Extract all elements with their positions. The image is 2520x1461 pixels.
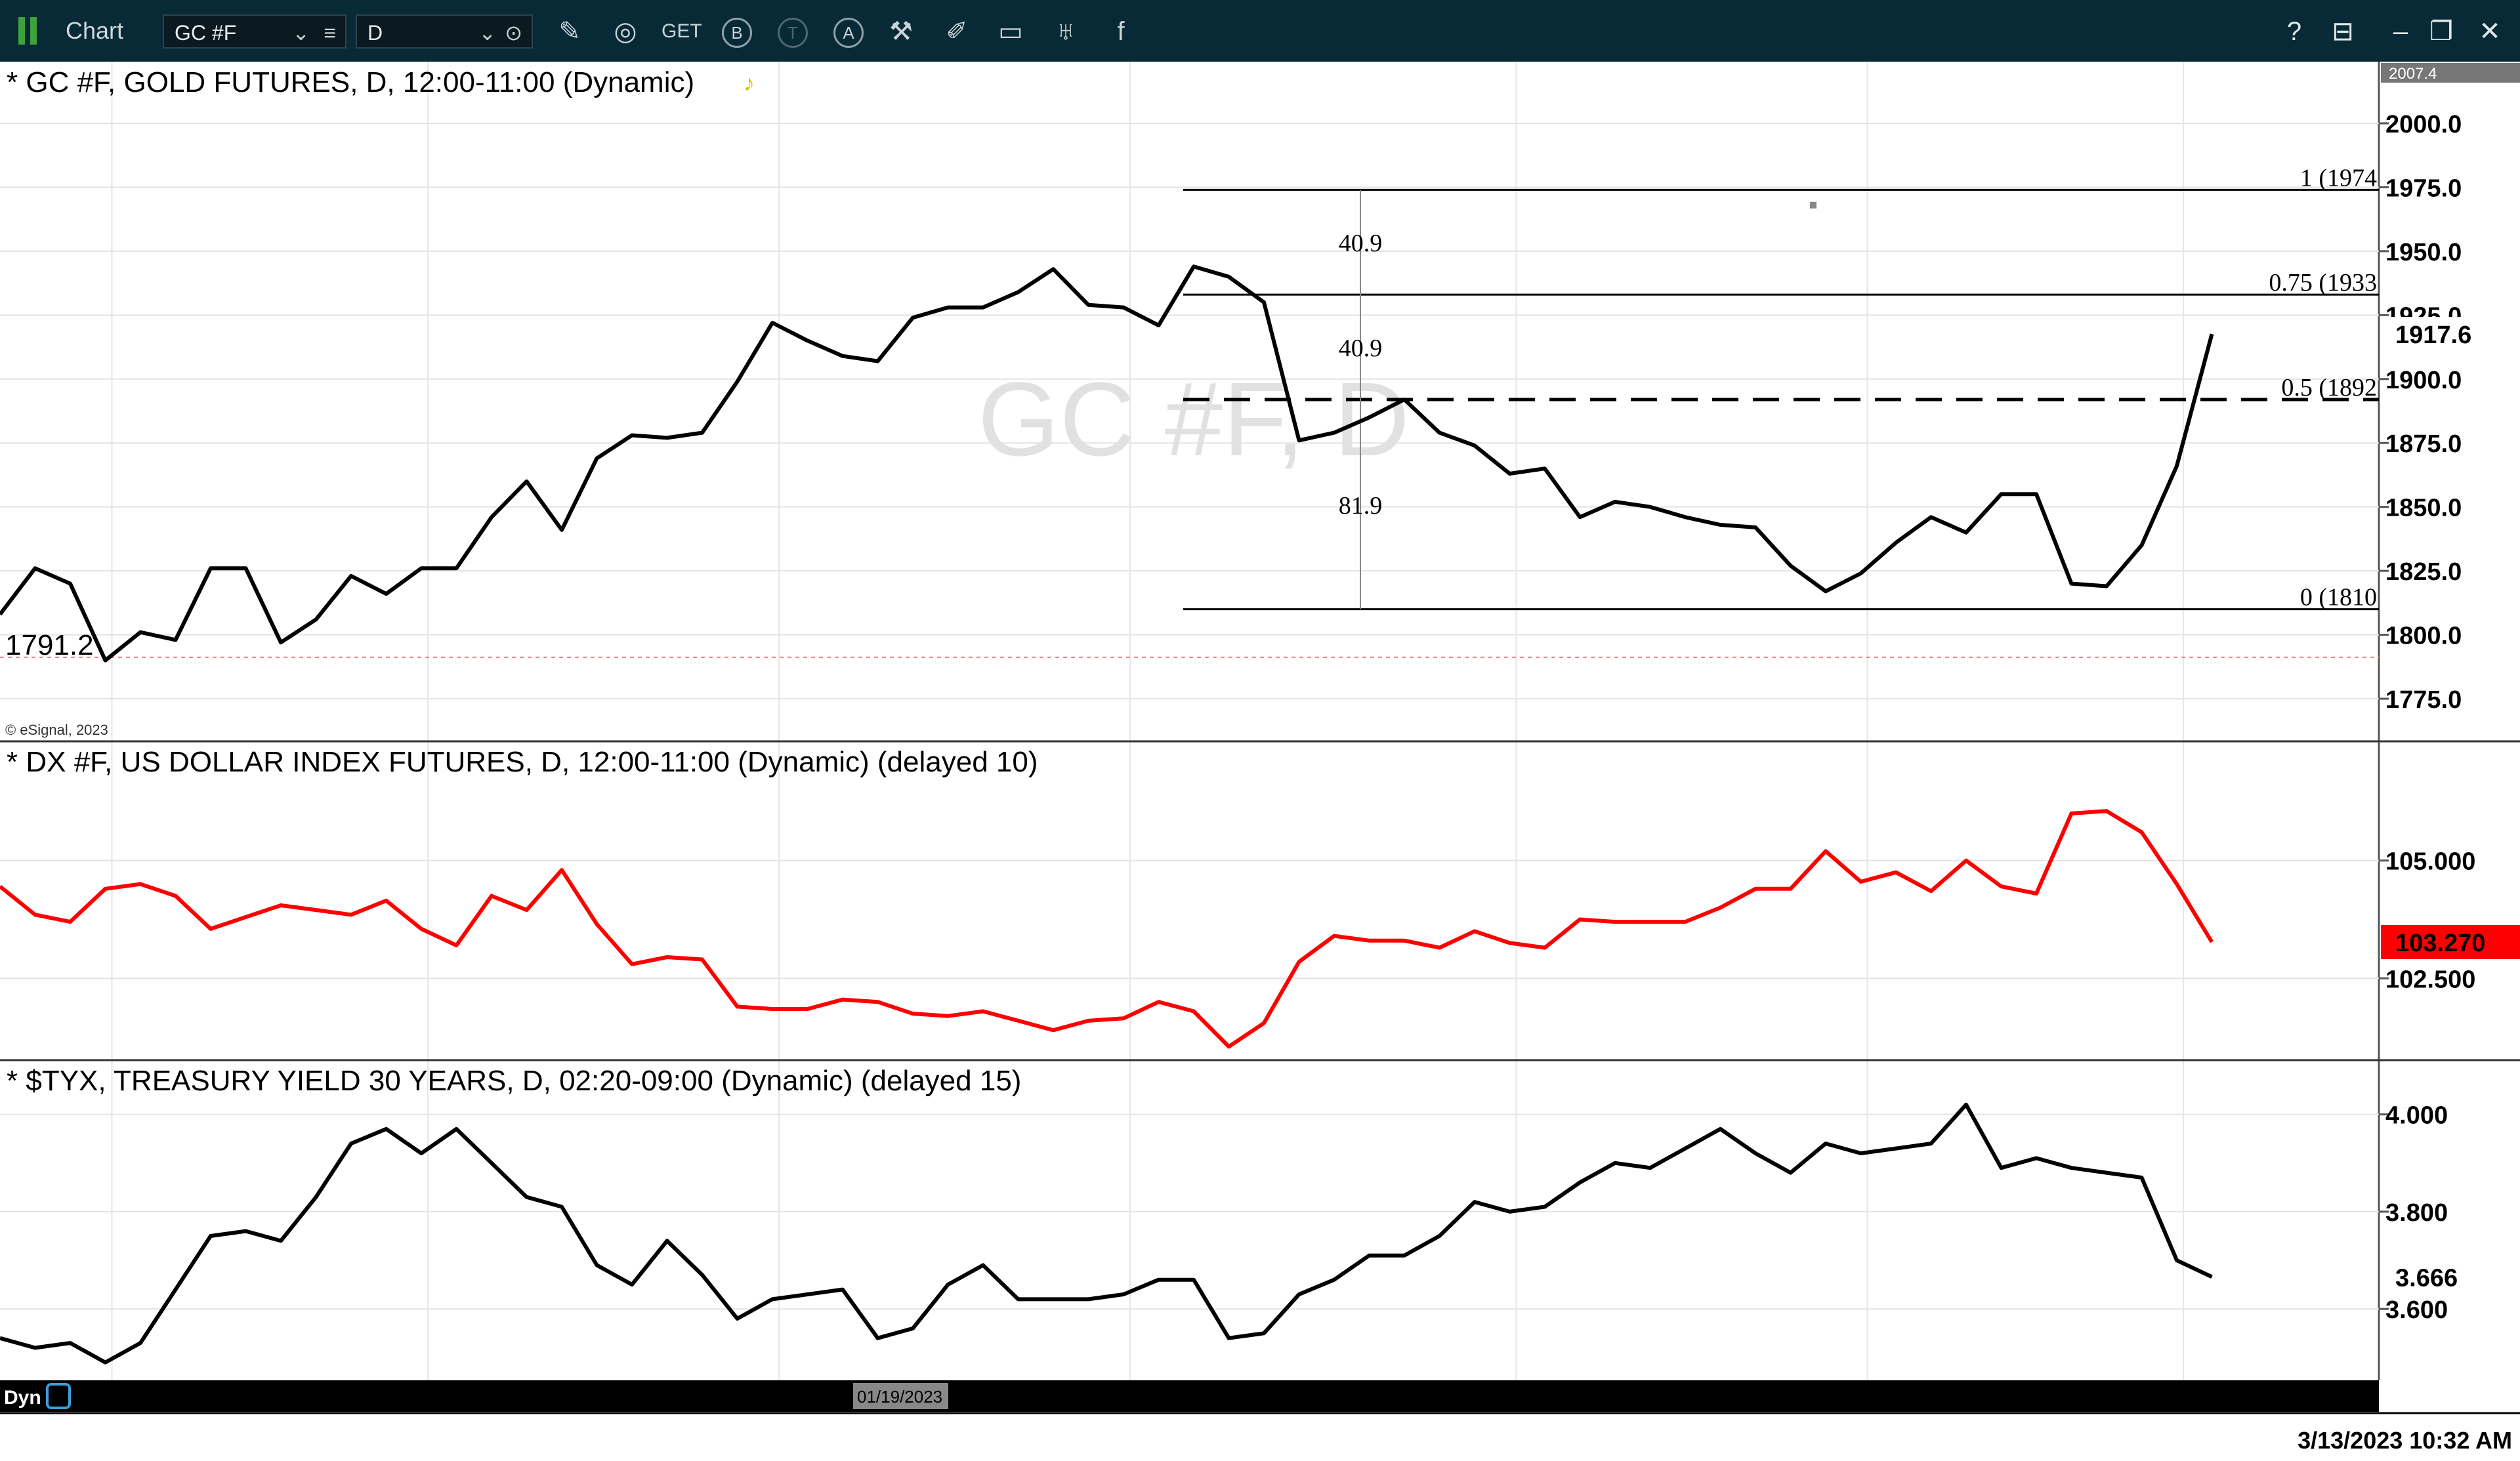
y-tick-label: 1950.0 xyxy=(2385,239,2462,266)
y-tick-label: 1850.0 xyxy=(2385,495,2462,522)
price-axis-background xyxy=(2379,62,2520,1380)
interval-clock-icon[interactable]: ⊙ xyxy=(505,21,522,45)
last-value-badge xyxy=(2381,1260,2520,1294)
save-icon[interactable]: ⊟ xyxy=(2332,17,2354,46)
y-tick-label: 2000.0 xyxy=(2385,111,2462,138)
tools-icon[interactable]: ⚒ xyxy=(889,17,913,46)
last-value-label: 103.270 xyxy=(2395,930,2485,957)
edit-icon[interactable]: ✐ xyxy=(946,17,968,46)
copyright-text: © eSignal, 2023 xyxy=(5,722,108,738)
restore-icon[interactable]: ❐ xyxy=(2429,17,2453,46)
last-value-badges: 1917.6 103.270 3.666 xyxy=(2381,317,2520,1294)
dollar-panel-title: * DX #F, US DOLLAR INDEX FUTURES, D, 12:… xyxy=(7,746,1038,778)
interval-value: D xyxy=(368,21,383,45)
top-label-badge xyxy=(2381,63,2520,83)
a-icon[interactable]: A xyxy=(833,18,864,48)
x-tick-label: 16 xyxy=(1502,1382,1530,1410)
left-value-label: 1791.2 xyxy=(5,629,94,661)
y-tick-label: 1875.0 xyxy=(2385,430,2462,458)
b-icon[interactable]: B xyxy=(722,18,752,48)
lock-icon[interactable] xyxy=(46,1383,71,1409)
interval-select[interactable]: D ⌄ ⊙ xyxy=(356,14,533,49)
y-tick-label: 105.000 xyxy=(2385,848,2475,876)
fib-level-label: 0.75 (1933 xyxy=(2269,269,2377,297)
dollar-index-line[interactable] xyxy=(0,809,2214,1049)
fibonacci-retracement[interactable]: 1 (1974 0.75 (1933 0.5 (1892 0 (1810 40.9 40.… xyxy=(1183,164,2379,611)
x-tick-label: 16 xyxy=(98,1382,125,1410)
chart-svg[interactable]: GC #F, D 2007.4 1 (1974 0.75 (1933 0.5 (18… xyxy=(0,62,2520,1458)
y-tick-label: 3.800 xyxy=(2385,1199,2448,1227)
fib-segment-label: 40.9 xyxy=(1339,230,1383,257)
x-tick-label: 16 xyxy=(765,1382,793,1410)
last-value-badge xyxy=(2381,924,2520,959)
x-tick-label: Mar xyxy=(1845,1382,1890,1410)
status-bar xyxy=(0,1412,2520,1458)
app-title: Chart xyxy=(66,17,124,44)
y-tick-label: 1775.0 xyxy=(2385,686,2462,714)
fib-level-label: 0 (1810 xyxy=(2300,584,2377,611)
chart-icon[interactable]: ◎ xyxy=(614,17,637,46)
fib-segment-label: 40.9 xyxy=(1339,335,1383,362)
drag-handle-icon-2[interactable] xyxy=(30,17,37,45)
pencil-icon[interactable]: ✎ xyxy=(558,17,581,46)
minimize-icon[interactable]: – xyxy=(2393,17,2408,46)
y-tick-label: 1900.0 xyxy=(2385,367,2462,394)
date-axis-bar[interactable] xyxy=(0,1380,2379,1412)
anchor-point[interactable] xyxy=(1810,201,1816,209)
y-tick-label: 1825.0 xyxy=(2385,558,2462,586)
symbol-value: GC #F xyxy=(175,21,237,45)
t-icon[interactable]: T xyxy=(778,18,808,48)
bell-icon[interactable]: ♪ xyxy=(744,71,755,96)
gold-price-line[interactable] xyxy=(0,264,2214,663)
symbol-input[interactable]: GC #F ⌄ ≡ xyxy=(163,14,346,49)
twitter-icon[interactable]: ♅ xyxy=(1056,17,1076,46)
top-label: 2007.4 xyxy=(2389,65,2437,83)
facebook-icon[interactable]: f xyxy=(1117,17,1125,46)
status-datetime: 3/13/2023 10:32 AM xyxy=(2298,1427,2512,1454)
interval-chevron-icon[interactable]: ⌄ xyxy=(478,21,496,45)
y-tick-label: 3.600 xyxy=(2385,1296,2448,1324)
last-value-badge xyxy=(2381,317,2520,352)
title-bar: Chart GC #F ⌄ ≡ D ⌄ ⊙ ✎ ◎ GET B T A ⚒ ✐ … xyxy=(0,0,2520,62)
gold-panel-title: * GC #F, GOLD FUTURES, D, 12:00-11:00 (D… xyxy=(7,66,694,98)
chart-area[interactable]: GC #F, D 2007.4 1 (1974 0.75 (1933 0.5 (18… xyxy=(0,62,2520,1458)
fib-segment-label: 81.9 xyxy=(1339,492,1383,520)
close-icon[interactable]: ✕ xyxy=(2479,17,2501,46)
comment-icon[interactable]: ▭ xyxy=(998,17,1023,46)
watermark: GC #F, D xyxy=(978,360,1410,478)
yield-panel-title: * $TYX, TREASURY YIELD 30 YEARS, D, 02:2… xyxy=(7,1065,1021,1097)
x-tick-label: Feb xyxy=(1108,1382,1152,1410)
highlight-date: 01/19/2023 xyxy=(857,1387,942,1407)
dyn-label: Dyn xyxy=(4,1387,41,1409)
x-tick-label: 2023 xyxy=(400,1382,456,1410)
y-tick-label: 102.500 xyxy=(2385,966,2475,993)
x-tick-label: 13 xyxy=(2170,1382,2197,1410)
fib-level-label: 1 (1974 xyxy=(2300,164,2377,192)
last-value-label: 1917.6 xyxy=(2395,321,2471,349)
treasury-yield-line[interactable] xyxy=(0,1102,2213,1365)
y-tick-label: 1975.0 xyxy=(2385,175,2462,202)
price-axis-ticks: 1775.01800.01825.01850.01875.01900.01925… xyxy=(2379,111,2475,1324)
get-icon[interactable]: GET xyxy=(662,20,702,42)
drag-handle-icon[interactable] xyxy=(18,17,25,45)
y-tick-label: 1800.0 xyxy=(2385,623,2462,650)
y-tick-label: 4.000 xyxy=(2385,1102,2448,1130)
fib-level-label: 0.5 (1892 xyxy=(2281,374,2377,401)
highlight-date-badge xyxy=(853,1383,948,1409)
gridlines xyxy=(0,62,2379,1380)
chevron-down-icon[interactable]: ⌄ xyxy=(292,21,310,45)
last-value-label: 3.666 xyxy=(2395,1264,2458,1292)
help-icon[interactable]: ? xyxy=(2286,17,2302,46)
date-axis-ticks: 16 2023 16 Feb 16 Mar 13 xyxy=(98,1382,2197,1410)
plot-background xyxy=(0,62,2379,1380)
menu-icon[interactable]: ≡ xyxy=(324,21,336,45)
